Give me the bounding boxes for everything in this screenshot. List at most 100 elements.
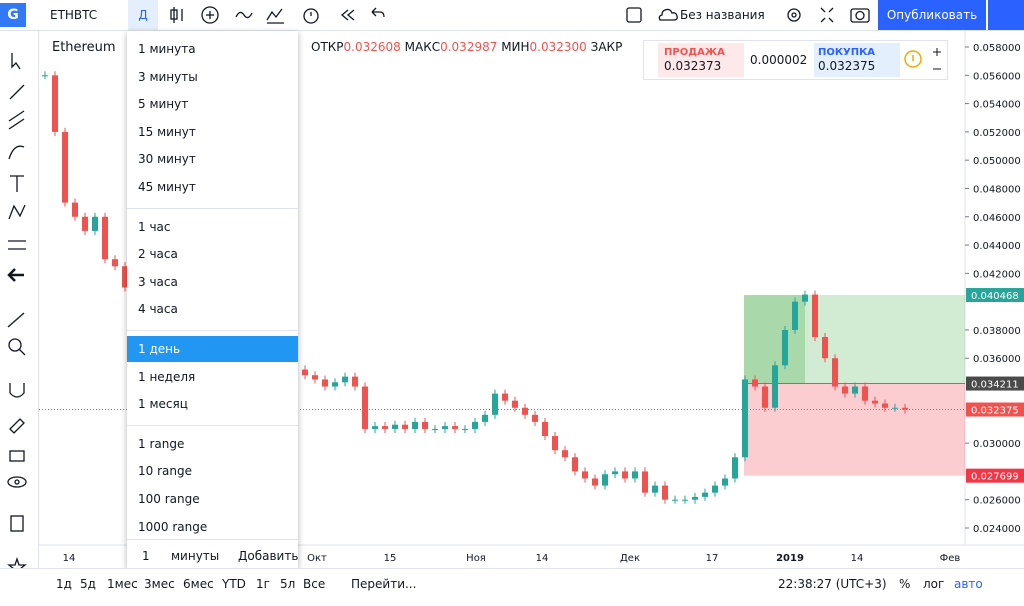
candle: [392, 424, 398, 429]
chart-area: 0.058000 0.056000 0.054000 0.052000 0.050000…: [39, 31, 1024, 568]
candle: [862, 386, 868, 401]
time-tick-label: 2019: [776, 553, 804, 564]
candle: [622, 471, 628, 479]
ohlc-label: МАКС: [404, 40, 441, 54]
menu-item[interactable]: 100 range: [138, 492, 200, 506]
interval-menu: 1 минута 3 минуты 5 минут 15 минут 30 минут 4…: [127, 31, 298, 569]
candle: [82, 216, 88, 231]
menu-item[interactable]: 1 минута: [138, 42, 196, 56]
candle: [402, 424, 408, 429]
price-tick-label: 0.050000: [973, 156, 1021, 167]
menu-separator: [127, 330, 298, 331]
auto-button[interactable]: авто: [954, 577, 983, 591]
top-toolbar: G ETHBTC Д Без названия Опубликовать: [0, 0, 1024, 31]
candle: [42, 75, 48, 77]
price-tick-label: 0.052000: [973, 128, 1021, 139]
menu-item[interactable]: 3 минуты: [138, 69, 198, 84]
publish-button[interactable]: Опубликовать: [878, 0, 986, 30]
layout-name[interactable]: Без названия: [680, 8, 765, 22]
sell-price: 0.032373: [664, 59, 722, 73]
candle: [592, 478, 598, 486]
log-button[interactable]: лог: [923, 577, 945, 591]
candle: [332, 382, 338, 387]
bottom-toolbar: 1д 5д 1мес 3мес 6мес YTD 1г 5л Все Перейти... 22:3…: [0, 568, 1024, 603]
ohlc-label: ОТКР: [311, 40, 344, 54]
candle: [382, 426, 388, 429]
clock: 22:38:27 (UTC+3): [778, 577, 887, 591]
candle: [512, 400, 518, 408]
candle: [692, 496, 698, 500]
candle: [312, 375, 318, 380]
range-button[interactable]: 1д: [56, 577, 72, 591]
price-badge-label: 0.032375: [971, 406, 1019, 417]
price-badge: [966, 468, 1024, 483]
candle: [712, 485, 718, 493]
price-badge: [966, 288, 1024, 303]
price-badge-label: 0.027699: [971, 472, 1019, 483]
menu-separator: [127, 207, 298, 209]
range-button[interactable]: 5л: [280, 577, 296, 591]
menu-item[interactable]: 2 часа: [138, 247, 178, 262]
time-tick-label: Дек: [620, 553, 640, 564]
menu-item[interactable]: 3 часа: [138, 274, 178, 289]
time-tick-label: 14: [851, 553, 864, 564]
menu-item[interactable]: 10 range: [138, 464, 192, 479]
candle: [802, 294, 808, 302]
range-button[interactable]: 5д: [80, 577, 96, 591]
time-tick-label: 17: [706, 553, 719, 564]
range-button[interactable]: 1г: [256, 577, 270, 591]
candle: [582, 471, 588, 479]
buy-label: ПОКУПКА: [818, 47, 876, 58]
candle: [532, 414, 538, 422]
candle: [492, 393, 498, 415]
candle: [472, 421, 478, 429]
menu-item[interactable]: 1 месяц: [138, 397, 188, 412]
candle: [812, 294, 818, 338]
custom-value[interactable]: 1: [142, 549, 150, 563]
logo[interactable]: G: [0, 3, 26, 27]
candle: [702, 492, 708, 497]
buy-button[interactable]: ПОКУПКА 0.032375: [814, 43, 900, 77]
symbol[interactable]: ETHBTC: [50, 8, 98, 22]
candle: [62, 131, 68, 203]
candle: [832, 358, 838, 387]
menu-item[interactable]: 1 неделя: [138, 369, 196, 384]
price-tick-label: 0.054000: [973, 100, 1021, 111]
range-button[interactable]: 3мес: [144, 577, 175, 591]
menu-item[interactable]: 1 день: [127, 336, 298, 362]
candle: [52, 75, 58, 132]
menu-item[interactable]: 5 минут: [138, 97, 189, 112]
candle: [452, 426, 458, 429]
candle: [302, 369, 308, 376]
sell-button[interactable]: ПРОДАЖА 0.032373: [658, 43, 744, 77]
time-tick-label: 15: [384, 553, 397, 564]
menu-item[interactable]: 1 час: [138, 219, 171, 234]
range-button[interactable]: 6мес: [183, 577, 214, 591]
menu-item[interactable]: 15 минут: [138, 124, 196, 139]
goto-button[interactable]: Перейти...: [351, 577, 417, 591]
custom-unit[interactable]: минуты: [171, 549, 220, 563]
candle: [522, 407, 528, 415]
profit-zone: [744, 295, 965, 384]
drawing-toolbar: [0, 31, 39, 602]
candle: [822, 337, 828, 359]
candle: [372, 426, 378, 429]
time-tick-label: 14: [536, 553, 549, 564]
add-button[interactable]: Добавить: [238, 549, 299, 563]
play-button[interactable]: [988, 0, 1024, 30]
range-button[interactable]: YTD: [222, 577, 246, 591]
menu-item[interactable]: 1000 range: [138, 519, 208, 534]
menu-item[interactable]: 1 range: [138, 436, 185, 451]
menu-item[interactable]: 4 часа: [138, 302, 178, 317]
menu-item[interactable]: 30 минут: [138, 152, 196, 167]
toolbar-right-icons: [626, 7, 870, 23]
price-tick-label: 0.030000: [973, 439, 1021, 450]
candle: [502, 393, 508, 401]
range-button[interactable]: Все: [303, 577, 326, 591]
range-button[interactable]: 1мес: [107, 577, 138, 591]
price-tick-label: 0.044000: [973, 241, 1021, 252]
candle: [642, 471, 648, 493]
menu-item[interactable]: 45 минут: [138, 180, 196, 194]
percent-button[interactable]: %: [899, 577, 911, 591]
interval-button[interactable]: Д: [128, 0, 158, 30]
